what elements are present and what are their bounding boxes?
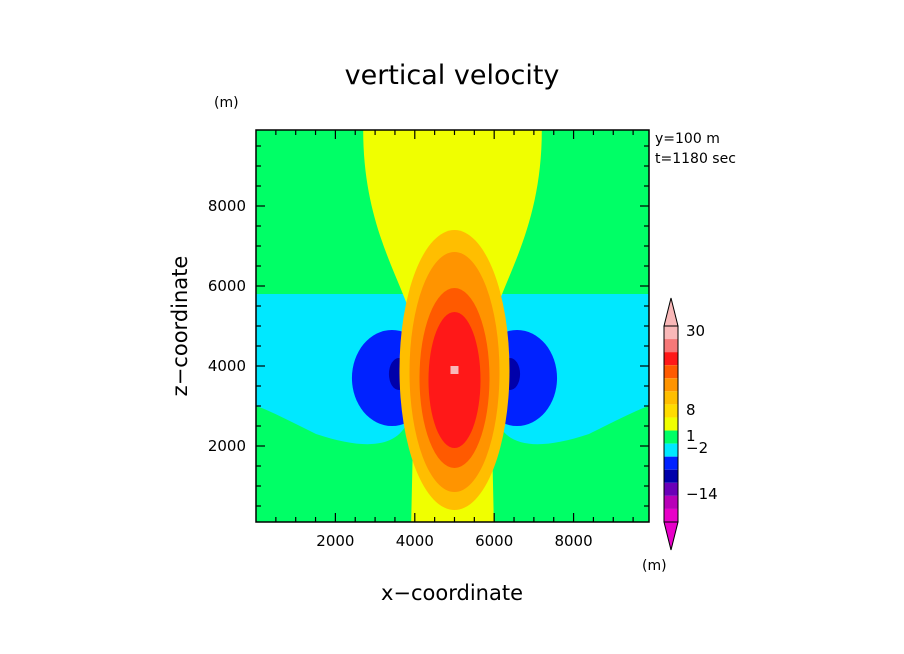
colorbar-swatch xyxy=(664,352,678,366)
colorbar-swatch xyxy=(664,469,678,483)
colorbar-bottom-arrow xyxy=(663,521,679,551)
colorbar-swatch xyxy=(664,378,678,392)
colorbar-swatch xyxy=(664,417,678,431)
y-axis-label: z−coordinate xyxy=(168,256,192,397)
x-tick-label: 2000 xyxy=(316,532,354,550)
colorbar-swatch xyxy=(664,339,678,353)
colorbar-tick-label: 8 xyxy=(686,401,696,419)
colorbar-swatch xyxy=(664,365,678,379)
x-axis: 2000 4000 6000 8000 xyxy=(275,130,634,550)
colorbar-swatch xyxy=(664,482,678,496)
colorbar-tick-label: −2 xyxy=(686,439,708,457)
colorbar-unit: (m) xyxy=(642,558,667,574)
max-value-marker xyxy=(450,366,459,374)
y-tick-label: 2000 xyxy=(208,437,246,455)
annotation-y: y=100 m xyxy=(655,131,720,147)
colorbar-frame xyxy=(663,325,679,523)
annotation-t: t=1180 sec xyxy=(655,151,736,167)
y-axis: 2000 4000 6000 8000 xyxy=(208,145,649,507)
colorbar-swatch xyxy=(664,404,678,418)
colorbar-swatch xyxy=(664,443,678,457)
colorbar-swatch xyxy=(664,456,678,470)
colorbar: 30 8 1−2 −14 xyxy=(663,297,718,551)
y-tick-label: 8000 xyxy=(208,197,246,215)
contour-core-level-4 xyxy=(428,312,481,448)
contour-updraft-core xyxy=(399,230,510,510)
y-axis-unit: (m) xyxy=(214,95,239,111)
colorbar-swatch xyxy=(664,391,678,405)
colorbar-swatch xyxy=(664,495,678,509)
chart-title: vertical velocity xyxy=(345,60,560,91)
contour-plot-area xyxy=(255,129,650,523)
x-tick-label: 8000 xyxy=(554,532,592,550)
x-tick-label: 4000 xyxy=(396,532,434,550)
colorbar-tick-label: 30 xyxy=(686,322,705,340)
x-axis-label: x−coordinate xyxy=(381,581,523,605)
y-tick-label: 6000 xyxy=(208,277,246,295)
colorbar-swatch xyxy=(664,326,678,340)
colorbar-top-arrow xyxy=(663,297,679,327)
colorbar-tick-label: 1 xyxy=(686,427,696,445)
y-tick-label: 4000 xyxy=(208,357,246,375)
x-tick-label: 6000 xyxy=(475,532,513,550)
colorbar-tick-label: −14 xyxy=(686,485,718,503)
colorbar-swatch xyxy=(664,430,678,444)
colorbar-swatch xyxy=(664,508,678,522)
